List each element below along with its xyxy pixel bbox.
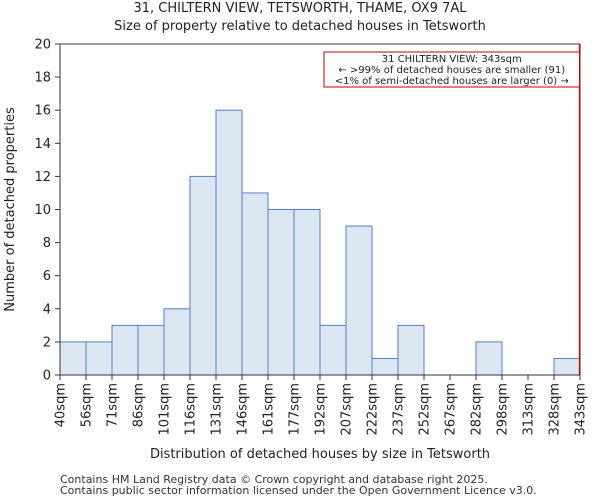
- chart-title: 31, CHILTERN VIEW, TETSWORTH, THAME, OX9…: [133, 1, 467, 16]
- bar-237sqm: [397, 324, 425, 376]
- y-tick-label-2: 2: [43, 335, 51, 350]
- y-tick-label-18: 18: [34, 71, 51, 86]
- y-axis-label: Number of detached properties: [3, 107, 18, 312]
- x-axis-label: Distribution of detached houses by size …: [150, 447, 490, 462]
- x-tick-label-161sqm: 161sqm: [262, 383, 277, 436]
- y-tick-label-0: 0: [43, 369, 51, 384]
- x-tick-label-267sqm: 267sqm: [444, 383, 459, 436]
- bar-71sqm: [111, 324, 139, 376]
- x-tick-label-40sqm: 40sqm: [54, 383, 69, 427]
- bar-101sqm: [163, 308, 191, 376]
- bar-161sqm: [267, 209, 295, 376]
- x-tick-label-56sqm: 56sqm: [80, 383, 95, 427]
- annotation-line-2: ← >99% of detached houses are smaller (9…: [338, 65, 565, 76]
- x-tick-labels: 40sqm 56sqm 71sqm 86sqm 101sqm 116sqm 131sqm 14…: [54, 383, 589, 436]
- x-tick-label-192sqm: 192sqm: [314, 383, 329, 436]
- bar-131sqm: [215, 109, 243, 376]
- bar-222sqm: [371, 357, 399, 376]
- x-tick-label-101sqm: 101sqm: [158, 383, 173, 436]
- y-tick-labels: 0 2 4 6 8 10 12 14 16 18 20: [34, 38, 51, 384]
- x-tick-label-237sqm: 237sqm: [392, 383, 407, 436]
- x-tick-label-146sqm: 146sqm: [236, 383, 251, 436]
- bar-282sqm: [475, 341, 503, 376]
- chart-subtitle: Size of property relative to detached ho…: [114, 19, 486, 34]
- x-tick-label-131sqm: 131sqm: [210, 383, 225, 436]
- x-tick-label-343sqm: 343sqm: [574, 383, 589, 436]
- y-tick-label-20: 20: [34, 38, 51, 53]
- x-tick-label-282sqm: 282sqm: [470, 383, 485, 436]
- bar-328sqm: [553, 357, 581, 376]
- y-tick-label-10: 10: [34, 203, 51, 218]
- annotation-box: 31 CHILTERN VIEW: 343sqm ← >99% of detac…: [323, 51, 580, 88]
- y-tick-label-8: 8: [43, 236, 51, 251]
- annotation-line-1: 31 CHILTERN VIEW: 343sqm: [382, 54, 522, 65]
- y-tick-label-4: 4: [43, 302, 51, 317]
- y-tick-label-16: 16: [34, 104, 51, 119]
- y-tick-label-6: 6: [43, 269, 51, 284]
- annotation-border: [323, 51, 580, 88]
- bar-177sqm: [293, 209, 321, 376]
- x-tick-label-207sqm: 207sqm: [340, 383, 355, 436]
- x-tick-label-313sqm: 313sqm: [522, 383, 537, 436]
- footer-line-2: Contains public sector information licen…: [60, 484, 537, 497]
- x-tick-label-71sqm: 71sqm: [106, 383, 121, 427]
- bar-192sqm: [319, 324, 347, 376]
- x-tick-label-86sqm: 86sqm: [132, 383, 147, 427]
- bar-40sqm: [59, 341, 87, 376]
- x-tick-label-177sqm: 177sqm: [288, 383, 303, 436]
- y-tick-label-14: 14: [34, 137, 51, 152]
- bar-56sqm: [85, 341, 113, 376]
- y-tick-label-12: 12: [34, 170, 51, 185]
- x-tick-label-116sqm: 116sqm: [184, 383, 199, 436]
- bar-86sqm: [137, 324, 165, 376]
- bars-group: [59, 109, 581, 376]
- bar-116sqm: [189, 175, 217, 376]
- x-tick-label-252sqm: 252sqm: [418, 383, 433, 436]
- bar-207sqm: [345, 225, 373, 376]
- x-tick-label-222sqm: 222sqm: [366, 383, 381, 436]
- x-tick-label-328sqm: 328sqm: [548, 383, 563, 436]
- bar-146sqm: [241, 192, 269, 376]
- footer-line-1: Contains HM Land Registry data © Crown c…: [60, 473, 488, 486]
- x-tick-label-298sqm: 298sqm: [496, 383, 511, 436]
- annotation-line-3: <1% of semi-detached houses are larger (…: [335, 76, 569, 87]
